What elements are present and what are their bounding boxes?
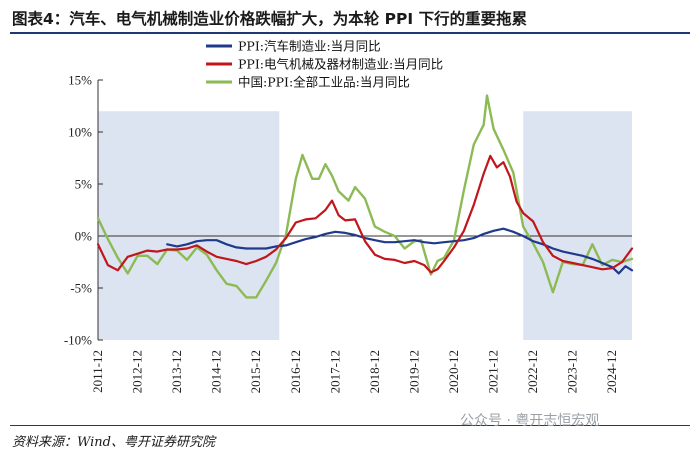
x-tick-label: 2021-12 [486, 350, 501, 393]
source-note: 资料来源：Wind、粤开证券研究院 [12, 435, 215, 450]
line-chart: -10%-5%0%5%10%15% 2011-12 2012-12 2013-12 2… [64, 39, 634, 393]
y-tick-label: 5% [75, 177, 93, 192]
x-tick-label: 2024-12 [604, 350, 619, 393]
x-tick-label: 2020-12 [446, 350, 461, 393]
y-tick-label: 10% [68, 125, 92, 140]
legend-label-3: 中国:PPI:全部工业品:当月同比 [238, 75, 410, 90]
y-tick-label: -5% [70, 281, 92, 296]
legend-label-2: PPI:电气机械及器材制造业:当月同比 [238, 57, 443, 72]
x-tick-label: 2017-12 [327, 350, 342, 393]
shaded-period-3 [523, 111, 632, 340]
y-axis: -10% -5% 0% 5% 10% 15% [64, 73, 103, 348]
series-line-3 [96, 94, 634, 299]
shaded-periods [98, 111, 632, 340]
x-tick-label: 2019-12 [406, 350, 421, 393]
x-tick-label: 2013-12 [169, 350, 184, 393]
x-tick-label: 2011-12 [90, 350, 105, 393]
y-tick-label: -10% [64, 333, 92, 348]
chart-title: 图表4：汽车、电气机械制造业价格跌幅扩大，为本轮 PPI 下行的重要拖累 [12, 10, 528, 28]
legend: PPI:汽车制造业:当月同比 PPI:电气机械及器材制造业:当月同比中国:PPI:… [206, 39, 443, 90]
x-tick-label: 2016-12 [288, 350, 303, 393]
x-tick-label: 2022-12 [525, 350, 540, 393]
title-divider [10, 32, 690, 34]
x-axis: 2011-12 2012-12 2013-12 2014-12 2015-12 2016-… [90, 235, 632, 393]
series-line-1 [166, 227, 634, 275]
series-line-2 [96, 154, 634, 274]
x-tick-label: 2014-12 [209, 350, 224, 393]
y-tick-label: 0% [75, 229, 93, 244]
legend-label-1: PPI:汽车制造业:当月同比 [238, 39, 381, 54]
x-tick-label: 2015-12 [248, 350, 263, 393]
x-tick-label: 2018-12 [367, 350, 382, 393]
footer-divider [10, 425, 690, 426]
series-lines [96, 94, 634, 299]
watermark: 公众号 · 粤开志恒宏观 [460, 413, 600, 429]
x-tick-label: 2012-12 [130, 350, 145, 393]
y-tick-label: 15% [68, 73, 92, 88]
shaded-period-1 [98, 111, 280, 340]
x-tick-label: 2023-12 [565, 350, 580, 393]
